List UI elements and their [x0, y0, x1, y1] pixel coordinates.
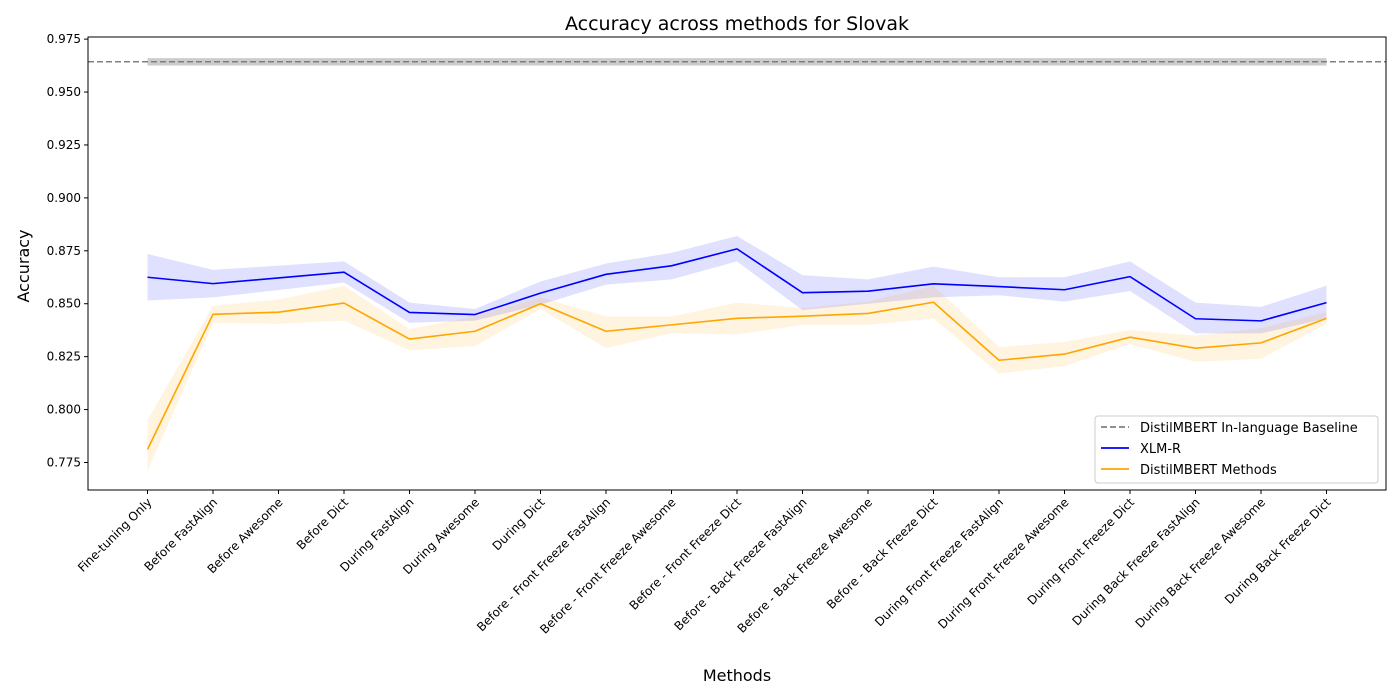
legend-label: DistilMBERT Methods	[1140, 463, 1277, 478]
series-band-1	[147, 285, 1327, 471]
y-tick-label: 0.825	[47, 350, 81, 364]
x-tick-label: During Dict	[490, 495, 548, 553]
x-axis-title: Methods	[703, 666, 771, 685]
x-tick-label: Before - Back Freeze Dict	[824, 495, 941, 612]
y-axis: 0.775 0.800 0.825 0.850 0.875 0.900 0.925 0.950…	[47, 32, 88, 469]
chart-title: Accuracy across methods for Slovak	[565, 13, 909, 35]
x-tick-label: During Front Freeze Awesome	[935, 495, 1071, 631]
x-tick-label: Before - Back Freeze Awesome	[735, 495, 875, 635]
y-tick-label: 0.925	[47, 138, 81, 152]
series-line-1	[146, 301, 1327, 450]
x-tick-label: During Front Freeze Dict	[1025, 495, 1138, 608]
baseline	[88, 58, 1386, 66]
legend-box	[1094, 415, 1379, 484]
y-tick-label: 0.950	[47, 85, 81, 99]
legend-label: DistilMBERT In-language Baseline	[1140, 421, 1358, 436]
y-tick-label: 0.850	[47, 297, 81, 311]
x-tick-label: Before - Front Freeze Awesome	[537, 495, 678, 636]
x-tick-label: During Back Freeze FastAlign	[1069, 495, 1202, 628]
x-tick-label: During Back Freeze Awesome	[1133, 495, 1269, 631]
y-tick-label: 0.800	[47, 403, 81, 417]
series-band-0	[147, 235, 1327, 334]
x-tick-label: During Back Freeze Dict	[1222, 495, 1334, 607]
y-tick-label: 0.775	[47, 455, 81, 469]
y-axis-title: Accuracy	[14, 229, 33, 302]
x-tick-label: Before - Back Freeze FastAlign	[672, 495, 810, 633]
x-tick-label: Before - Front Freeze FastAlign	[474, 495, 613, 634]
x-tick-label: Before Dict	[294, 495, 351, 552]
series-line-0	[147, 248, 1327, 322]
legend: DistilMBERT In-language Baseline XLM-R Dis…	[1094, 415, 1379, 484]
legend-label: XLM-R	[1140, 442, 1181, 457]
x-tick-label: Before - Front Freeze Dict	[627, 495, 745, 613]
x-tick-label: During Front Freeze FastAlign	[872, 495, 1006, 629]
y-tick-label: 0.900	[47, 191, 81, 205]
series-lines	[146, 248, 1327, 450]
confidence-bands	[147, 235, 1327, 471]
y-tick-label: 0.975	[47, 32, 81, 46]
y-tick-label: 0.875	[47, 244, 81, 258]
